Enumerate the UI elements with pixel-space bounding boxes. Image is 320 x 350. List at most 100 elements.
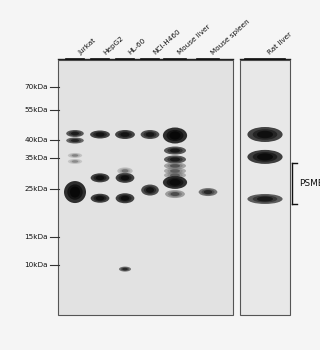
Text: Mouse spleen: Mouse spleen <box>210 18 251 56</box>
Ellipse shape <box>69 138 81 142</box>
Ellipse shape <box>170 149 180 152</box>
Ellipse shape <box>170 179 180 186</box>
Ellipse shape <box>146 188 154 193</box>
Ellipse shape <box>202 189 214 195</box>
Text: Mouse liver: Mouse liver <box>177 24 212 56</box>
Ellipse shape <box>121 196 129 201</box>
Ellipse shape <box>66 138 84 144</box>
Ellipse shape <box>170 132 180 139</box>
Ellipse shape <box>257 153 273 160</box>
Ellipse shape <box>72 160 78 163</box>
Ellipse shape <box>167 173 183 178</box>
Ellipse shape <box>257 197 273 201</box>
Ellipse shape <box>96 196 104 201</box>
Ellipse shape <box>253 129 277 140</box>
Ellipse shape <box>247 194 283 204</box>
Ellipse shape <box>164 172 186 179</box>
Ellipse shape <box>170 132 180 140</box>
Ellipse shape <box>93 195 107 201</box>
Ellipse shape <box>70 154 80 157</box>
Ellipse shape <box>121 132 130 137</box>
Ellipse shape <box>122 169 128 173</box>
Ellipse shape <box>69 131 81 136</box>
Ellipse shape <box>72 154 78 157</box>
Ellipse shape <box>141 184 159 196</box>
Text: 40kDa: 40kDa <box>25 137 48 144</box>
Ellipse shape <box>257 154 273 160</box>
Ellipse shape <box>171 192 180 196</box>
Ellipse shape <box>170 169 180 173</box>
Ellipse shape <box>163 127 187 144</box>
Ellipse shape <box>96 176 104 180</box>
Ellipse shape <box>115 130 135 139</box>
Ellipse shape <box>204 190 212 194</box>
Ellipse shape <box>167 168 183 173</box>
Ellipse shape <box>168 191 182 197</box>
Ellipse shape <box>170 148 180 153</box>
Text: Jurkat: Jurkat <box>77 37 97 56</box>
Ellipse shape <box>120 168 130 173</box>
Ellipse shape <box>66 130 84 137</box>
Ellipse shape <box>121 196 129 201</box>
Text: PSMB8: PSMB8 <box>299 179 320 188</box>
Ellipse shape <box>68 153 82 158</box>
Ellipse shape <box>118 131 132 138</box>
Ellipse shape <box>146 132 154 137</box>
Ellipse shape <box>164 147 186 155</box>
Ellipse shape <box>122 169 129 173</box>
Ellipse shape <box>146 187 154 193</box>
Ellipse shape <box>64 181 86 203</box>
Ellipse shape <box>71 139 79 142</box>
Ellipse shape <box>146 132 154 137</box>
Ellipse shape <box>163 176 187 189</box>
Ellipse shape <box>71 132 79 135</box>
Ellipse shape <box>122 268 128 270</box>
Ellipse shape <box>119 267 131 272</box>
Ellipse shape <box>170 180 180 186</box>
Ellipse shape <box>165 190 185 198</box>
Ellipse shape <box>95 133 105 136</box>
Ellipse shape <box>116 193 134 203</box>
Text: HepG2: HepG2 <box>102 35 124 56</box>
Ellipse shape <box>170 164 180 167</box>
Ellipse shape <box>121 176 129 180</box>
Ellipse shape <box>170 169 180 173</box>
Ellipse shape <box>121 267 129 271</box>
Ellipse shape <box>93 132 107 137</box>
Ellipse shape <box>167 163 183 168</box>
Text: 25kDa: 25kDa <box>25 186 48 192</box>
Ellipse shape <box>164 155 186 163</box>
Ellipse shape <box>70 160 80 163</box>
Ellipse shape <box>166 178 183 187</box>
Ellipse shape <box>166 130 183 141</box>
Ellipse shape <box>144 186 156 194</box>
Ellipse shape <box>141 130 159 139</box>
Ellipse shape <box>170 164 180 168</box>
Text: Rat liver: Rat liver <box>267 32 293 56</box>
Ellipse shape <box>122 268 128 270</box>
Text: 70kDa: 70kDa <box>25 84 48 90</box>
Ellipse shape <box>247 150 283 164</box>
Ellipse shape <box>253 152 277 162</box>
Ellipse shape <box>118 174 132 181</box>
Ellipse shape <box>91 194 109 203</box>
Ellipse shape <box>247 127 283 142</box>
Text: 10kDa: 10kDa <box>25 262 48 268</box>
Text: 55kDa: 55kDa <box>25 107 48 113</box>
Ellipse shape <box>199 188 217 196</box>
Text: NCI-H460: NCI-H460 <box>152 28 182 56</box>
Ellipse shape <box>170 174 180 177</box>
Ellipse shape <box>257 196 273 202</box>
Ellipse shape <box>72 154 78 156</box>
Ellipse shape <box>90 131 110 139</box>
Ellipse shape <box>257 131 273 138</box>
Ellipse shape <box>164 162 186 169</box>
Ellipse shape <box>170 158 180 161</box>
Text: 15kDa: 15kDa <box>25 234 48 240</box>
Ellipse shape <box>68 159 82 164</box>
Ellipse shape <box>72 160 78 162</box>
Ellipse shape <box>253 195 277 202</box>
Ellipse shape <box>71 132 79 135</box>
Ellipse shape <box>257 131 273 138</box>
Ellipse shape <box>143 131 156 138</box>
